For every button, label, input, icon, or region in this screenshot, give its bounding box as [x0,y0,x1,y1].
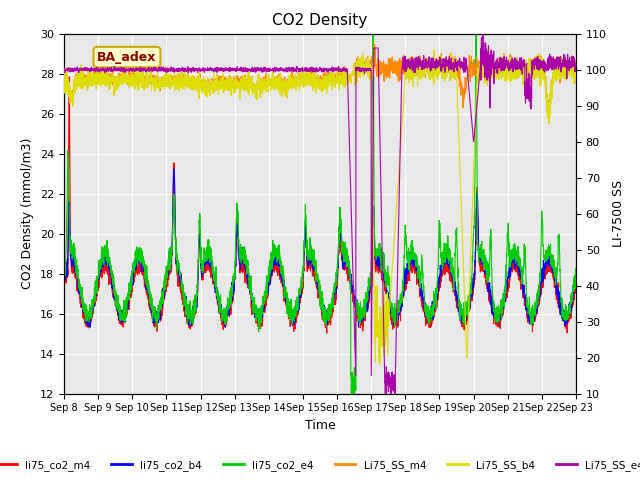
X-axis label: Time: Time [305,419,335,432]
Legend: li75_co2_m4, li75_co2_b4, li75_co2_e4, Li75_SS_m4, Li75_SS_b4, Li75_SS_e4: li75_co2_m4, li75_co2_b4, li75_co2_e4, L… [0,456,640,475]
Y-axis label: CO2 Density (mmol/m3): CO2 Density (mmol/m3) [22,138,35,289]
Title: CO2 Density: CO2 Density [273,13,367,28]
Y-axis label: LI-7500 SS: LI-7500 SS [612,180,625,247]
Text: BA_adex: BA_adex [97,50,157,63]
